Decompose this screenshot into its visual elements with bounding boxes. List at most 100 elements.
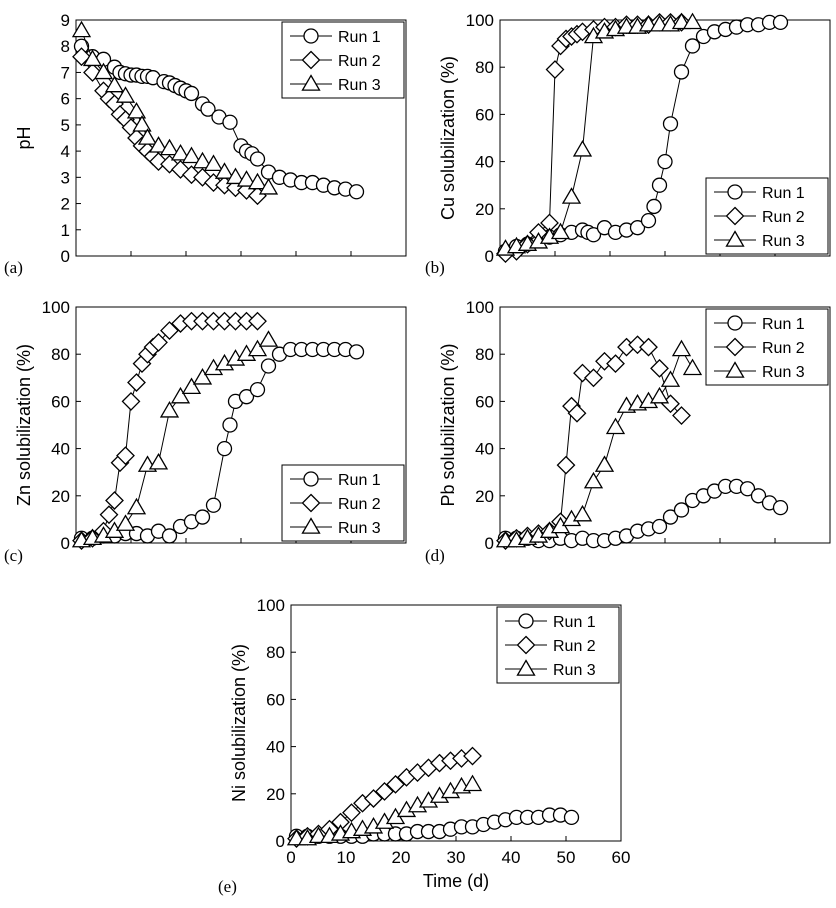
legend: Run 1 Run 2 Run 3 <box>281 464 405 542</box>
data-point-circle <box>585 227 602 243</box>
series-triangle <box>71 20 279 195</box>
data-point-triangle <box>132 115 152 132</box>
data-point-triangle <box>258 178 279 195</box>
data-point-circle <box>222 114 238 130</box>
y-axis-label: Cu solubilization (%) <box>438 56 458 220</box>
legend-marker-triangle <box>301 74 321 91</box>
y-tick-label: 8 <box>61 37 70 56</box>
legend-label: Run 3 <box>553 662 596 679</box>
y-tick-label: 3 <box>61 168 70 187</box>
legend: Run 1 Run 2 Run 3 <box>705 308 829 386</box>
data-point-circle <box>161 528 178 544</box>
y-tick-label: 0 <box>485 247 494 266</box>
y-tick-label: 20 <box>51 487 70 506</box>
data-point-triangle <box>682 12 703 30</box>
data-point-diamond <box>116 446 135 466</box>
data-point-circle <box>646 198 662 215</box>
x-tick-label: 30 <box>447 848 466 867</box>
legend: Run 1 Run 2 Run 3 <box>496 606 620 684</box>
x-tick-label: 60 <box>612 848 631 867</box>
series-diamond <box>72 47 267 206</box>
legend-marker-circle <box>303 28 319 44</box>
data-point-circle <box>772 14 789 31</box>
data-point-triangle <box>203 154 224 171</box>
legend-label: Run 1 <box>338 472 381 489</box>
data-point-triangle <box>126 497 147 515</box>
data-point-circle <box>222 417 238 433</box>
data-point-diamond <box>556 455 576 475</box>
data-point-circle <box>640 212 657 229</box>
data-point-diamond <box>639 337 658 357</box>
legend-label: Run 3 <box>338 520 381 537</box>
data-point-diamond <box>375 782 394 801</box>
data-point-circle <box>205 497 222 513</box>
y-axis-label: Ni solubilization (%) <box>229 644 249 802</box>
y-tick-label: 100 <box>466 11 494 30</box>
data-point-circle <box>563 809 580 826</box>
legend-label: Run 1 <box>762 185 805 202</box>
data-point-circle <box>651 177 668 193</box>
legend-marker-circle <box>518 613 534 629</box>
y-tick-label: 80 <box>475 345 494 364</box>
data-point-triangle <box>159 401 180 418</box>
data-point-triangle <box>115 514 136 531</box>
data-point-triangle <box>192 368 213 385</box>
data-point-triangle <box>462 774 483 792</box>
data-point-triangle <box>159 138 180 156</box>
y-tick-label: 1 <box>61 221 70 240</box>
series-diamond <box>496 12 691 264</box>
y-tick-label: 60 <box>51 392 70 411</box>
legend-marker-triangle <box>725 361 745 378</box>
y-tick-label: 9 <box>61 11 70 30</box>
chart-panel-d: 0 20 40 60 80 100 Pb solubilization (%) (d) Run … <box>425 298 831 565</box>
series-triangle <box>71 330 279 548</box>
y-tick-label: 4 <box>61 142 70 161</box>
data-point-circle <box>348 184 365 200</box>
data-point-circle <box>750 488 767 504</box>
y-tick-label: 40 <box>51 440 70 459</box>
data-point-triangle <box>236 170 257 187</box>
series-line <box>505 21 693 250</box>
data-point-diamond <box>121 391 141 411</box>
data-point-diamond <box>584 368 603 388</box>
series-triangle <box>495 339 703 548</box>
data-point-diamond <box>567 403 587 423</box>
data-point-circle <box>200 101 216 117</box>
data-point-triangle <box>572 140 593 157</box>
legend: Run 1 Run 2 Run 3 <box>281 21 405 99</box>
y-tick-label: 100 <box>42 298 70 317</box>
data-point-triangle <box>71 20 92 38</box>
data-point-triangle <box>126 101 147 119</box>
y-tick-label: 2 <box>61 195 70 214</box>
data-point-diamond <box>99 505 119 525</box>
data-point-triangle <box>605 417 626 435</box>
legend-marker-circle <box>727 184 743 200</box>
chart-panel-e: 0 20 40 60 80 100 0 10 20 30 40 50 60 Ni solubilizati… <box>218 596 630 896</box>
data-point-triangle <box>93 62 114 80</box>
y-tick-label: 20 <box>266 785 285 804</box>
data-point-diamond <box>72 47 91 67</box>
data-point-circle <box>348 344 365 360</box>
panel-tag: (a) <box>4 258 23 277</box>
data-point-diamond <box>463 746 482 766</box>
data-point-triangle <box>170 386 191 404</box>
legend-label: Run 3 <box>762 233 805 250</box>
data-point-diamond <box>160 321 179 341</box>
data-point-circle <box>673 502 690 518</box>
x-tick-label: 20 <box>392 848 411 867</box>
data-point-triangle <box>660 370 681 387</box>
chart-panel-a: 0 1 2 3 4 5 6 7 8 9 pH (a) Run 1 Run 2 Run 3 <box>4 11 407 277</box>
y-tick-label: 5 <box>61 116 70 135</box>
data-point-diamond <box>672 406 691 425</box>
data-point-circle <box>249 381 266 398</box>
data-point-triangle <box>550 222 571 240</box>
legend-label: Run 1 <box>762 316 805 333</box>
x-axis-label: Time (d) <box>423 871 489 891</box>
data-point-triangle <box>649 386 670 404</box>
data-point-triangle <box>682 358 703 376</box>
y-tick-label: 40 <box>266 738 285 757</box>
series-diamond <box>72 311 267 551</box>
legend-label: Run 1 <box>553 614 596 631</box>
data-point-triangle <box>247 339 268 357</box>
